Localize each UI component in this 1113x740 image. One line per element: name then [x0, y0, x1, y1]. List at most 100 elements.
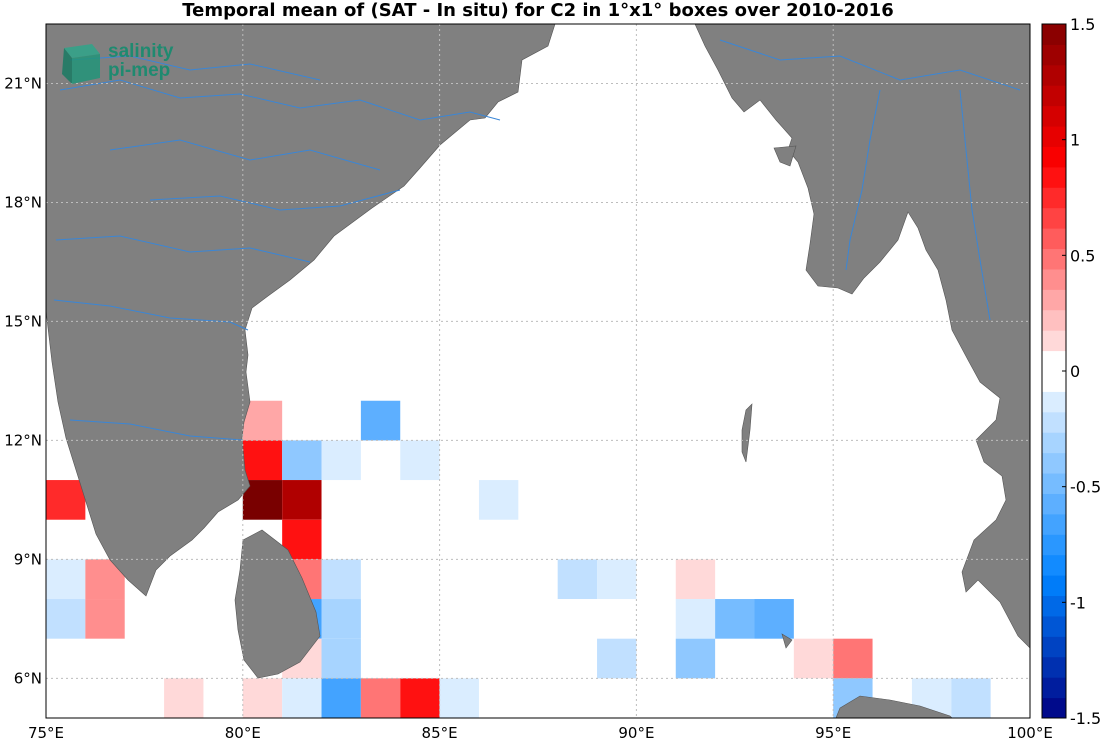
colorbar-tick-label: -1.5 [1070, 709, 1101, 728]
colorbar-swatch [1042, 513, 1066, 535]
colorbar-swatch [1042, 207, 1066, 229]
heatmap-cell [282, 678, 322, 718]
heatmap-cell [597, 559, 637, 600]
salinity-pimep-logo: salinity pi-mep [62, 41, 174, 84]
colorbar-swatch [1042, 126, 1066, 147]
heatmap-cell [242, 678, 283, 718]
colorbar-swatch [1042, 64, 1066, 86]
lon-tick-label: 80°E [225, 724, 261, 740]
colorbar-swatch [1042, 636, 1066, 658]
heatmap-cell [321, 638, 361, 679]
heatmap-cell [46, 599, 86, 639]
heatmap-cell [46, 559, 86, 600]
colorbar-swatch [1042, 350, 1066, 372]
heatmap-cell [675, 638, 716, 679]
lat-tick-label: 21°N [4, 74, 42, 92]
colorbar-swatch [1042, 656, 1066, 678]
colorbar-swatch [1042, 85, 1066, 107]
colorbar-swatch [1042, 44, 1066, 66]
colorbar-swatch [1042, 534, 1066, 556]
data-cells [46, 400, 991, 718]
colorbar-swatch [1042, 595, 1066, 617]
river-layer [53, 39, 1021, 441]
colorbar-tick-label: -1 [1070, 593, 1086, 612]
lon-tick-label: 90°E [618, 724, 654, 740]
colorbar-swatch [1042, 473, 1066, 494]
colorbar-swatch [1042, 371, 1066, 392]
lon-tick-label: 95°E [815, 724, 851, 740]
islet [773, 145, 797, 167]
heatmap-cell [321, 440, 361, 481]
colorbar-tick-label: -0.5 [1070, 478, 1101, 497]
heatmap-cell [242, 400, 283, 441]
river-godavari [55, 235, 311, 263]
river-brahmaputra [719, 39, 1021, 91]
colorbar-swatch [1042, 248, 1066, 270]
lon-tick-label: 100°E [1007, 724, 1053, 740]
heatmap-cell [439, 678, 479, 718]
lon-tick-label: 85°E [422, 724, 458, 740]
colorbar-tick-label: 0.5 [1070, 246, 1095, 265]
logo-line2: pi-mep [108, 60, 170, 81]
myanmar-landmass [694, 23, 1031, 649]
heatmap-cell [597, 638, 637, 679]
river-krishna [53, 299, 249, 331]
colorbar-tick-label: 1 [1070, 131, 1080, 150]
heatmap-cell [478, 480, 519, 520]
heatmap-cell [833, 638, 873, 679]
colorbar-swatch [1042, 677, 1066, 699]
heatmap-cell [360, 678, 401, 718]
river-salween [959, 89, 991, 321]
latitude-labels: 6°N 9°N 12°N 15°N 18°N 21°N [4, 74, 42, 687]
heatmap-cell [164, 678, 204, 718]
colorbar-tick-label: 0 [1070, 362, 1080, 381]
landmass-layer [45, 23, 1031, 719]
nicobar-islet [781, 633, 793, 649]
lat-tick-label: 6°N [14, 669, 42, 687]
river-son [109, 139, 381, 171]
colorbar-swatch [1042, 575, 1066, 597]
logo-line1: salinity [108, 41, 174, 62]
colorbar-swatch [1042, 493, 1066, 515]
colorbar-swatch [1042, 615, 1066, 637]
heatmap-cell [282, 440, 322, 481]
sri-lanka-landmass [234, 529, 321, 679]
india-landmass [45, 23, 556, 597]
river-kaveri [69, 419, 243, 441]
colorbar-swatch [1042, 452, 1066, 474]
lat-tick-label: 15°N [4, 312, 42, 330]
logo-cube-icon [62, 44, 100, 84]
river-ganges [59, 79, 501, 121]
heatmap-cell [321, 599, 361, 639]
heatmap-cell [400, 440, 440, 481]
heatmap-cell [675, 559, 716, 600]
colorbar-swatch [1042, 146, 1066, 168]
colorbar-labels: 1.5 1 0.5 0 -0.5 -1 -1.5 [1062, 15, 1101, 728]
colorbar-swatch [1042, 166, 1066, 188]
colorbar-swatch [1042, 24, 1066, 45]
lat-tick-label: 12°N [4, 431, 42, 449]
heatmap-cell [675, 599, 716, 639]
colorbar-swatch [1042, 554, 1066, 576]
heatmap-cell [321, 678, 361, 718]
heatmap-cell [321, 559, 361, 600]
colorbar-swatch [1042, 330, 1066, 352]
colorbar [1041, 23, 1067, 719]
colorbar-swatch [1042, 268, 1066, 290]
heatmap-cell [951, 678, 991, 718]
heatmap-cell [242, 440, 283, 481]
longitude-labels: 75°E 80°E 85°E 90°E 95°E 100°E [28, 724, 1053, 740]
river-irrawaddy [845, 89, 881, 271]
colorbar-swatch [1042, 187, 1066, 209]
colorbar-swatch [1042, 228, 1066, 250]
map-title: Temporal mean of (SAT - In situ) for C2 … [182, 0, 894, 21]
river-mahanadi [149, 189, 401, 211]
lat-tick-label: 9°N [14, 550, 42, 568]
heatmap-cell [793, 638, 834, 679]
lat-tick-label: 18°N [4, 193, 42, 211]
heatmap-cell [557, 559, 598, 600]
river-yamuna [69, 55, 321, 81]
map-frame [45, 23, 1031, 719]
heatmap-cell [46, 480, 86, 520]
